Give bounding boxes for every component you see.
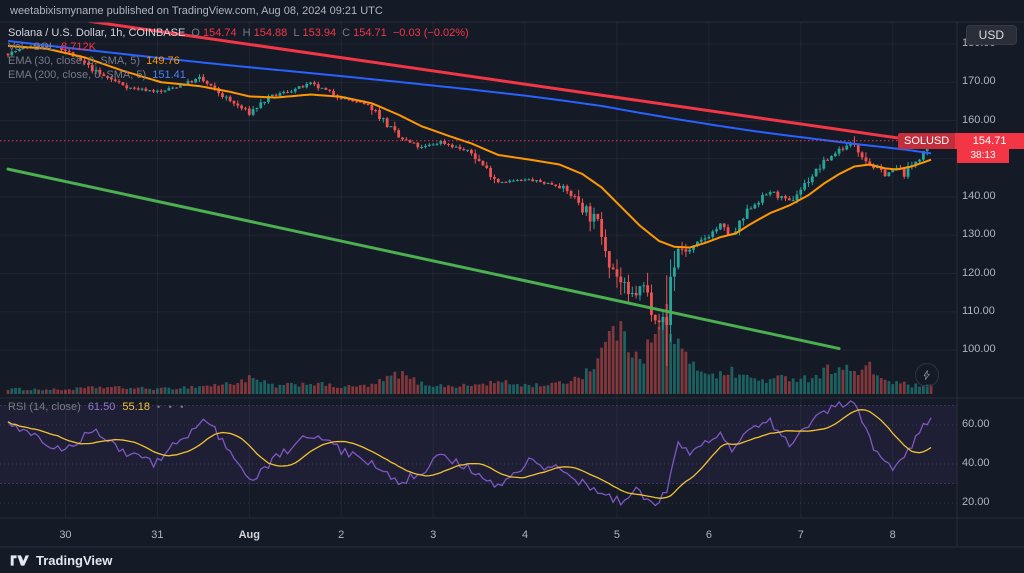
time-axis-tick-5[interactable]: 5 [613,529,621,541]
descending-resistance-trendline[interactable] [8,10,906,141]
last-price-value: 154.71 [955,132,1024,149]
ema30-line[interactable] [7,44,932,249]
legend-panel: Solana / U.S. Dollar, 1h, COINBASE O 154.… [8,26,472,82]
volume-label[interactable]: Vol · SOL [8,41,56,53]
symbol-title[interactable]: Solana / U.S. Dollar, 1h, COINBASE [8,27,186,39]
tradingview-logo-icon[interactable] [10,553,29,568]
price-axis-tick-130[interactable]: 130.00 [962,228,996,241]
time-axis-tick-31[interactable]: 31 [151,529,164,541]
rsi-value: 61.50 [87,401,116,413]
time-axis-tick-3[interactable]: 3 [430,529,437,541]
price-axis-tick-120[interactable]: 120.00 [962,266,996,279]
bar-countdown-label: 38:13 [957,148,1009,163]
price-axis-tick-160[interactable]: 160.00 [962,113,996,126]
ema200-label[interactable]: EMA (200, close, 0, SMA, 5) [8,69,147,81]
rsi-legend-row[interactable]: RSI (14, close) 61.50 55.18 • • • [8,401,190,413]
price-axis-tick-100[interactable]: 100.00 [962,343,996,356]
ohlc-open-value: 154.74 [202,27,237,39]
time-axis-tick-30[interactable]: 30 [59,529,72,541]
candlestick-series[interactable] [6,44,933,366]
time-axis-tick-Aug[interactable]: Aug [238,529,260,541]
ohlc-low-value: 153.94 [302,27,337,39]
time-axis-tick-2[interactable]: 2 [338,529,345,541]
price-axis-tick-110[interactable]: 110.00 [962,304,995,317]
rsi-axis-tick-40[interactable]: 40.00 [962,457,990,469]
volume-value: 8.712K [61,41,97,53]
ohlc-high-label: H [242,27,251,39]
ema200-value: 151.41 [152,69,186,81]
rsi-ma-line[interactable] [7,409,932,499]
ema30-value: 149.76 [146,55,180,67]
time-axis-tick-4[interactable]: 4 [521,529,529,541]
ohlc-close-label: C [342,27,351,39]
symbol-legend-row[interactable]: Solana / U.S. Dollar, 1h, COINBASE O 154.… [8,26,472,40]
ohlc-change-value: −0.03 (−0.02%) [392,27,469,39]
rsi-line[interactable] [7,400,932,507]
time-axis-tick-6[interactable]: 6 [705,529,712,541]
price-axis-tick-170[interactable]: 170.00 [962,75,996,88]
rsi-legend-toolbar-icons[interactable]: • • • [157,402,187,412]
ohlc-close-value: 154.71 [353,27,387,39]
publish-info-bar: weetabixismyname published on TradingVie… [0,0,1024,22]
volume-series [6,303,933,394]
ema200-line[interactable] [7,39,932,155]
footer-bar: TradingView [0,547,1024,573]
time-axis-tick-7[interactable]: 7 [797,529,804,541]
tradingview-wordmark[interactable]: TradingView [36,552,113,568]
rsi-axis-tick-60[interactable]: 60.00 [962,418,990,430]
last-price-symbol: SOLUSD [898,132,956,149]
rsi-label[interactable]: RSI (14, close) [8,401,81,413]
rsi-ma-value: 55.18 [122,401,150,413]
ema30-label[interactable]: EMA (30, close, 0, SMA, 5) [8,55,141,67]
instant-order-button[interactable] [915,363,939,387]
ema200-legend-row[interactable]: EMA (200, close, 0, SMA, 5) 151.41 [8,68,472,82]
rsi-band [0,405,957,504]
publish-info-text: weetabixismyname published on TradingVie… [10,5,383,17]
descending-support-trendline[interactable] [6,167,841,351]
ema30-legend-row[interactable]: EMA (30, close, 0, SMA, 5) 149.76 [8,54,472,68]
lightning-icon [923,370,930,380]
ohlc-low-label: L [293,27,300,39]
rsi-axis-tick-20[interactable]: 20.00 [962,496,990,508]
last-price-label: SOLUSD 154.71 [898,132,1024,149]
time-axis-tick-8[interactable]: 8 [889,529,896,541]
ohlc-open-label: O [191,27,200,39]
currency-toggle-button[interactable]: USD [965,25,1017,45]
price-axis-tick-140[interactable]: 140.00 [962,190,996,203]
ohlc-high-value: 154.88 [253,27,288,39]
pane-separators [0,21,1024,548]
volume-legend-row[interactable]: Vol · SOL 8.712K [8,40,472,54]
